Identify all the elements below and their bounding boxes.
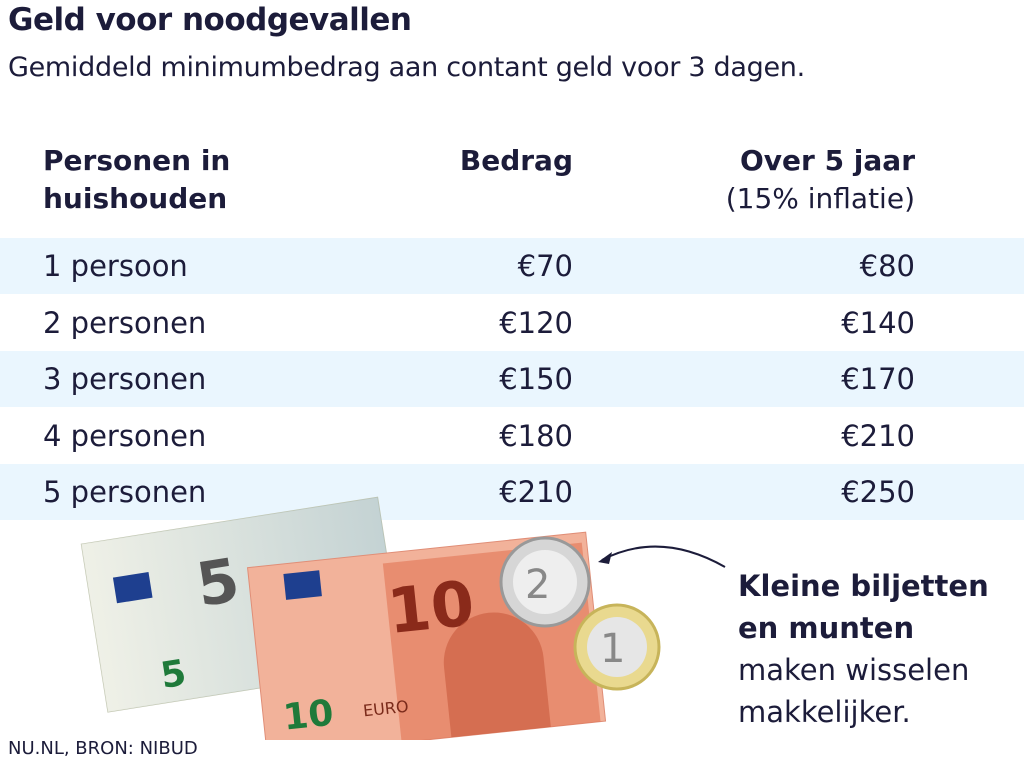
header-persons-line2: huishouden (43, 182, 228, 215)
table-row: 1 persoon €70 €80 (0, 238, 1024, 294)
five-year-cell: €80 (859, 249, 915, 283)
amount-cell: €70 (517, 249, 573, 283)
note-line4: makkelijker. (738, 695, 911, 729)
table-row: 4 personen €180 €210 (0, 408, 1024, 464)
amount-cell: €180 (499, 418, 573, 453)
coin1-value: 1 (600, 626, 625, 672)
table-row: 2 personen €120 €140 (0, 295, 1024, 351)
persons-cell: 4 personen (43, 418, 207, 453)
arrow-icon (601, 545, 726, 568)
persons-cell: 1 persoon (43, 249, 188, 283)
annotation-note: Kleine biljetten en munten maken wissele… (738, 565, 989, 733)
five-year-cell: €170 (841, 362, 915, 396)
note10-euro: EURO (362, 697, 409, 721)
persons-cell: 2 personen (43, 305, 207, 340)
note10-corner: 10 (281, 693, 335, 739)
note-bold-line2: en munten (738, 611, 915, 645)
subtitle: Gemiddeld minimumbedrag aan contant geld… (8, 52, 805, 83)
table-row: 3 personen €150 €170 (0, 351, 1024, 407)
note-line3: maken wisselen (738, 653, 970, 687)
note-bold-line1: Kleine biljetten (738, 569, 989, 603)
page-title: Geld voor noodgevallen (8, 2, 412, 38)
table-row: 5 personen €210 €250 (0, 464, 1024, 520)
source-footer: NU.NL, BRON: NIBUD (8, 738, 198, 759)
five-year-cell: €210 (841, 418, 915, 453)
header-5-years-label: Over 5 jaar (739, 144, 915, 177)
header-amount: Bedrag (459, 144, 573, 177)
header-inflation-note: (15% inflatie) (725, 182, 915, 215)
amount-cell: €120 (499, 305, 573, 340)
header-5-years: Over 5 jaar (15% inflatie) (726, 142, 915, 218)
header-persons: Personen in huishouden (43, 142, 230, 218)
banknotes-coins-illustration: 5 5 10 10 EURO 2 1 (80, 496, 726, 740)
persons-cell: 3 personen (43, 362, 207, 396)
five-year-cell: €140 (841, 305, 915, 340)
header-persons-line1: Personen in (43, 144, 231, 177)
amount-cell: €210 (499, 475, 573, 509)
amount-cell: €150 (499, 362, 573, 396)
five-year-cell: €250 (841, 475, 915, 509)
persons-cell: 5 personen (43, 475, 207, 509)
coin2-value: 2 (525, 562, 550, 608)
